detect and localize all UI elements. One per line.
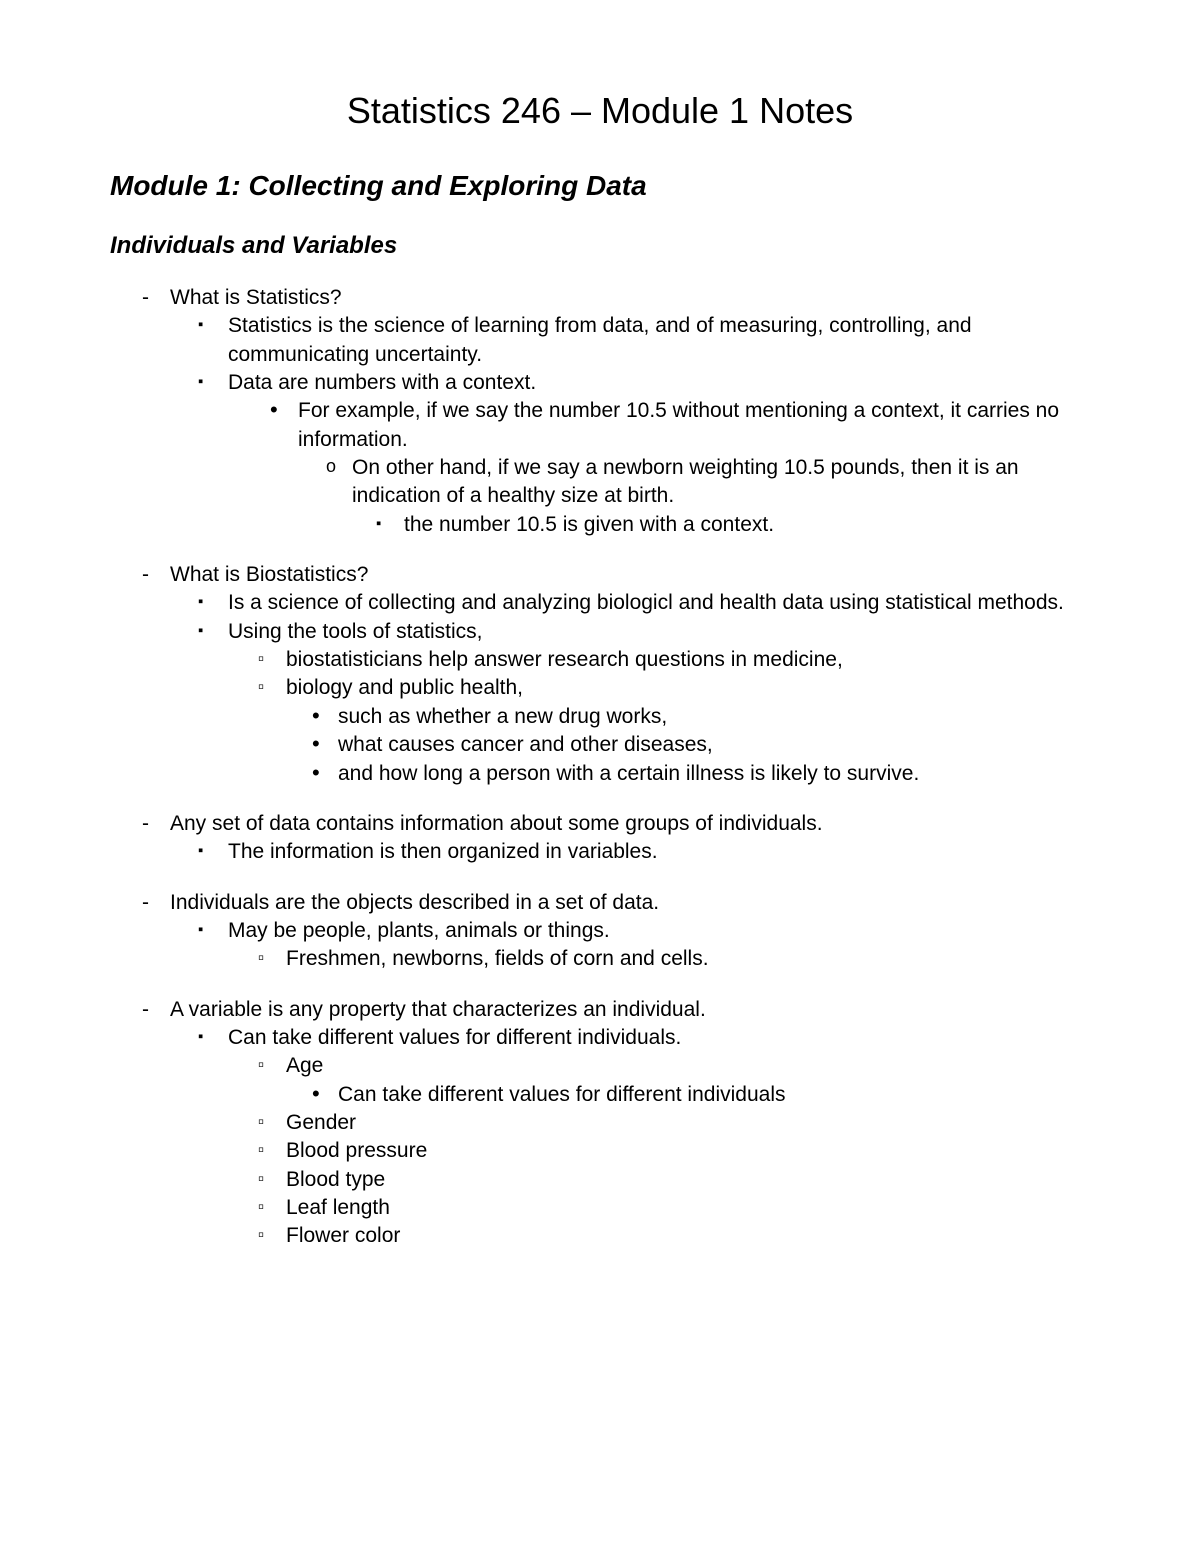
list-item: Gender xyxy=(286,1111,356,1134)
list-item: On other hand, if we say a newborn weigh… xyxy=(352,456,1019,507)
section-heading: Individuals and Variables xyxy=(110,232,1090,260)
list-item: Can take different values for different … xyxy=(228,1026,681,1049)
list-item: Using the tools of statistics, xyxy=(228,620,482,643)
list-item: Blood type xyxy=(286,1168,385,1191)
list-item: Any set of data contains information abo… xyxy=(170,812,823,835)
list-item: Is a science of collecting and analyzing… xyxy=(228,591,1064,614)
list-item: May be people, plants, animals or things… xyxy=(228,919,610,942)
page-title: Statistics 246 – Module 1 Notes xyxy=(110,90,1090,132)
list-item: A variable is any property that characte… xyxy=(170,998,706,1021)
list-item: Can take different values for different … xyxy=(338,1083,786,1106)
list-item: Blood pressure xyxy=(286,1139,427,1162)
list-item: what causes cancer and other diseases, xyxy=(338,733,713,756)
list-item: Individuals are the objects described in… xyxy=(170,891,659,914)
module-subtitle: Module 1: Collecting and Exploring Data xyxy=(110,170,1090,202)
list-item: Leaf length xyxy=(286,1196,390,1219)
list-item: the number 10.5 is given with a context. xyxy=(404,513,774,536)
list-item: Statistics is the science of learning fr… xyxy=(228,314,972,365)
list-item: What is Statistics? xyxy=(170,286,342,309)
list-item: and how long a person with a certain ill… xyxy=(338,762,919,785)
list-item: biostatisticians help answer research qu… xyxy=(286,648,843,671)
list-item: biology and public health, xyxy=(286,676,523,699)
list-item: Flower color xyxy=(286,1224,400,1247)
list-item: What is Biostatistics? xyxy=(170,563,368,586)
list-item: Freshmen, newborns, fields of corn and c… xyxy=(286,947,709,970)
notes-body: What is Statistics? Statistics is the sc… xyxy=(110,284,1090,1251)
list-item: Age xyxy=(286,1054,323,1077)
list-item: Data are numbers with a context. xyxy=(228,371,536,394)
list-item: For example, if we say the number 10.5 w… xyxy=(298,399,1059,450)
list-item: such as whether a new drug works, xyxy=(338,705,667,728)
list-item: The information is then organized in var… xyxy=(228,840,658,863)
